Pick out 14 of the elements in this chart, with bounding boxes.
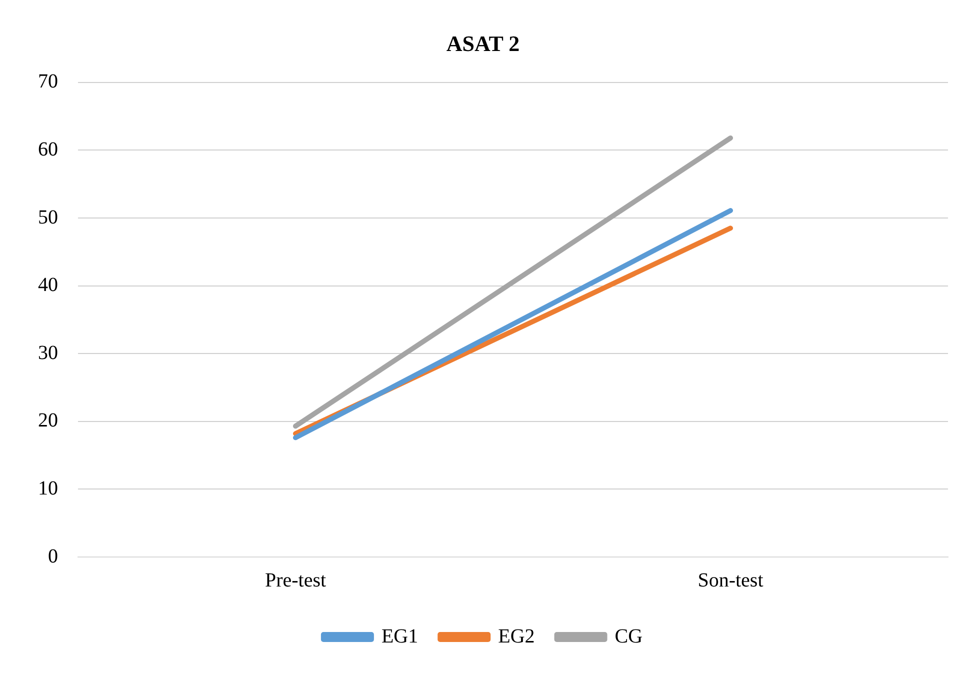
legend-label: EG1 bbox=[381, 625, 418, 648]
y-tick-label: 40 bbox=[38, 274, 58, 296]
y-tick-label: 70 bbox=[38, 70, 58, 93]
y-tick-label: 50 bbox=[38, 206, 58, 228]
chart-title: ASAT 2 bbox=[446, 30, 520, 56]
legend-label: CG bbox=[614, 625, 643, 648]
y-tick-label: 30 bbox=[38, 342, 58, 364]
x-tick-label: Son-test bbox=[698, 569, 764, 592]
y-tick-label: 0 bbox=[48, 545, 58, 568]
y-tick-label: 10 bbox=[38, 477, 58, 500]
legend-label: EG2 bbox=[498, 625, 535, 648]
x-tick-label: Pre-test bbox=[264, 569, 326, 592]
y-tick-label: 20 bbox=[38, 410, 58, 432]
y-tick-label: 60 bbox=[38, 138, 58, 160]
